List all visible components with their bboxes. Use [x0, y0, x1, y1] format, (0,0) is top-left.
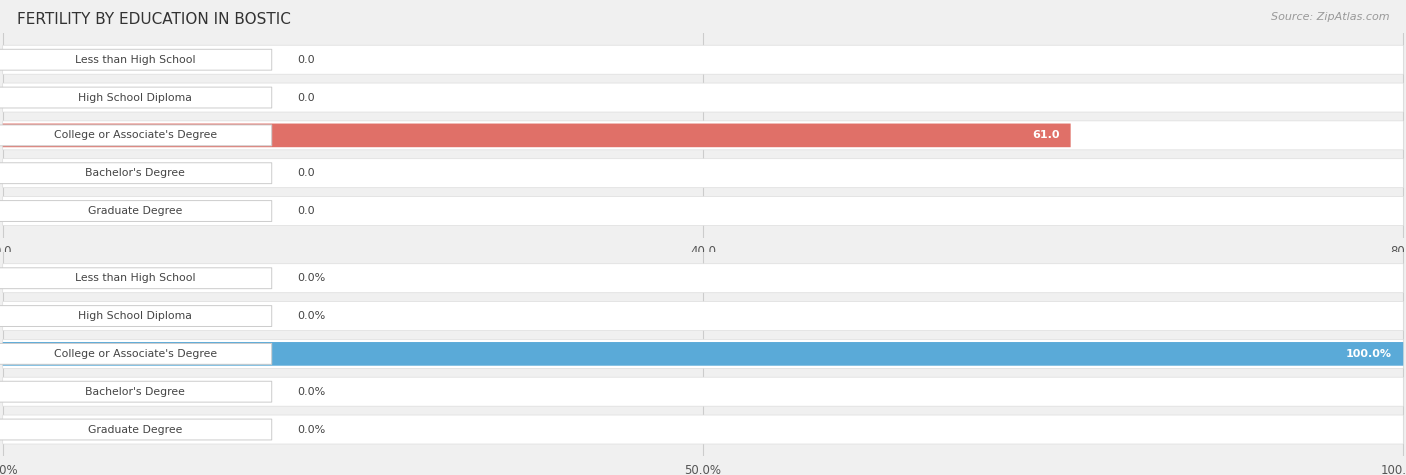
Text: Graduate Degree: Graduate Degree [89, 425, 183, 435]
Text: High School Diploma: High School Diploma [79, 311, 193, 321]
FancyBboxPatch shape [3, 124, 1070, 147]
Text: Bachelor's Degree: Bachelor's Degree [86, 168, 186, 178]
FancyBboxPatch shape [0, 125, 271, 146]
FancyBboxPatch shape [3, 45, 1403, 74]
Text: 61.0: 61.0 [1032, 130, 1059, 141]
FancyBboxPatch shape [3, 377, 1403, 406]
FancyBboxPatch shape [3, 302, 1403, 331]
FancyBboxPatch shape [3, 159, 1403, 188]
Text: 100.0%: 100.0% [1346, 349, 1392, 359]
Text: 0.0%: 0.0% [297, 311, 325, 321]
FancyBboxPatch shape [0, 49, 271, 70]
FancyBboxPatch shape [0, 343, 271, 364]
FancyBboxPatch shape [0, 200, 271, 221]
Text: Less than High School: Less than High School [75, 55, 195, 65]
Text: College or Associate's Degree: College or Associate's Degree [53, 349, 217, 359]
FancyBboxPatch shape [3, 264, 1403, 293]
Text: High School Diploma: High School Diploma [79, 93, 193, 103]
Text: Less than High School: Less than High School [75, 273, 195, 283]
FancyBboxPatch shape [3, 197, 1403, 226]
Text: 0.0%: 0.0% [297, 425, 325, 435]
Text: 0.0: 0.0 [297, 206, 315, 216]
FancyBboxPatch shape [0, 305, 271, 326]
FancyBboxPatch shape [0, 381, 271, 402]
Text: 0.0%: 0.0% [297, 387, 325, 397]
FancyBboxPatch shape [0, 163, 271, 184]
FancyBboxPatch shape [0, 268, 271, 289]
FancyBboxPatch shape [3, 342, 1403, 366]
Text: College or Associate's Degree: College or Associate's Degree [53, 130, 217, 141]
Text: FERTILITY BY EDUCATION IN BOSTIC: FERTILITY BY EDUCATION IN BOSTIC [17, 12, 291, 27]
FancyBboxPatch shape [0, 419, 271, 440]
Text: Bachelor's Degree: Bachelor's Degree [86, 387, 186, 397]
Text: 0.0: 0.0 [297, 55, 315, 65]
FancyBboxPatch shape [3, 340, 1403, 368]
Text: 0.0%: 0.0% [297, 273, 325, 283]
Text: Source: ZipAtlas.com: Source: ZipAtlas.com [1271, 12, 1389, 22]
Text: Graduate Degree: Graduate Degree [89, 206, 183, 216]
Text: 0.0: 0.0 [297, 168, 315, 178]
FancyBboxPatch shape [0, 87, 271, 108]
FancyBboxPatch shape [3, 83, 1403, 112]
Text: 0.0: 0.0 [297, 93, 315, 103]
FancyBboxPatch shape [3, 121, 1403, 150]
FancyBboxPatch shape [3, 415, 1403, 444]
